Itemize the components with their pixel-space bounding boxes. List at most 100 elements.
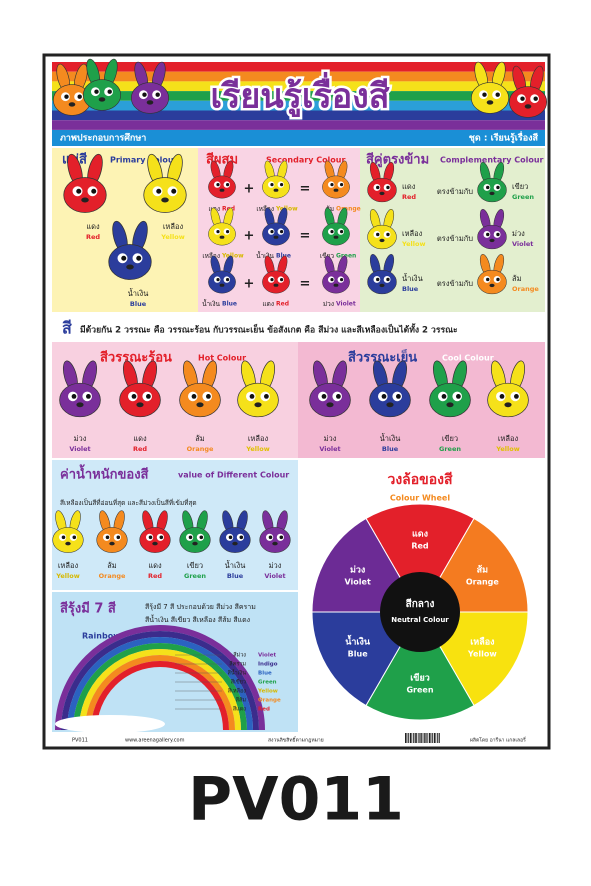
rabbit-pupil [386, 185, 390, 190]
barcode-bar [424, 733, 426, 743]
header-subtitle: ชุด : เรียนรู้เรื่องสี [469, 131, 539, 144]
equals-sign: = [300, 277, 311, 292]
label-en: Yellow [257, 689, 278, 695]
rabbit-pupil [76, 188, 82, 194]
rabbit-head [367, 224, 397, 250]
rabbit-head [470, 82, 510, 114]
rabbit-head [237, 382, 279, 418]
header-rainbow [52, 62, 545, 130]
rabbit [130, 61, 170, 114]
rabbit [96, 510, 128, 553]
label: เหลือง [163, 222, 184, 231]
rabbit-head [322, 222, 350, 246]
label-en: Violet [512, 240, 533, 248]
rabbit-pupil [146, 394, 151, 399]
barcode-bar [435, 733, 437, 743]
rabbit-head [262, 222, 290, 246]
label: ส้ม [107, 561, 117, 570]
rabbit [322, 160, 350, 199]
equals-sign: = [300, 229, 311, 244]
rabbit-pupil [226, 278, 230, 282]
wheel-label-en: Red [411, 542, 429, 551]
label: สีแดง [232, 706, 246, 713]
label: แดง [133, 434, 147, 443]
rabbit [487, 360, 529, 418]
rabbit-head [143, 177, 187, 213]
rainbow-band [61, 631, 259, 731]
label-en: Orange [99, 572, 126, 580]
rabbit-head [477, 177, 507, 203]
rabbit-nose [109, 541, 115, 546]
rabbit [208, 160, 236, 199]
rabbit-nose [65, 541, 71, 546]
rabbit-pupil [216, 278, 220, 282]
rabbit-pupil [386, 232, 390, 237]
rainbow-label: Rainbow [82, 632, 121, 641]
label-en: Yellow [55, 572, 79, 580]
rainbow-band [73, 643, 247, 731]
label: ส้ม [195, 434, 205, 443]
rabbit-nose [161, 197, 169, 203]
rainbow-band [91, 661, 229, 731]
label-en: Blue [130, 300, 147, 308]
label: แดง [148, 561, 162, 570]
rabbit [369, 360, 411, 418]
wheel-label: ม่วง [350, 565, 365, 576]
rabbit-pupil [330, 183, 334, 187]
rabbit [322, 207, 350, 246]
rabbit-nose [98, 97, 106, 102]
label: เขียว [187, 561, 203, 570]
subtitle-bar [52, 130, 545, 146]
barcode-bar [422, 733, 424, 743]
rabbit [52, 510, 84, 553]
rabbit-nose [219, 283, 225, 287]
rabbit-pupil [116, 535, 121, 540]
rabbit-pupil [148, 535, 153, 540]
rainbow-description: สีรุ้งมี 7 สี ประกอบด้วย สีม่วง สีคราม [145, 603, 256, 611]
rabbit-head [139, 527, 171, 553]
rabbit [143, 153, 187, 213]
header-title: เรียนรู้เรื่องสี [211, 72, 390, 118]
rabbit [139, 510, 171, 553]
label: ม่วง [512, 229, 525, 238]
label-en: Blue [382, 445, 399, 453]
rabbit-pupil [340, 183, 344, 187]
rabbit-pupil [105, 535, 110, 540]
rabbit-head [208, 270, 236, 294]
connector: ตรงข้ามกับ [437, 234, 473, 243]
connector: ตรงข้ามกับ [437, 187, 473, 196]
label-en: Violet [258, 653, 276, 659]
rabbit-nose [379, 238, 385, 243]
rabbit [52, 63, 92, 116]
rabbit-nose [152, 541, 158, 546]
label-en: Green [336, 253, 356, 260]
rabbit-nose [219, 235, 225, 239]
rabbit-nose [126, 264, 134, 270]
rabbit-nose [333, 235, 339, 239]
rainbow-band [55, 625, 265, 731]
rabbit-nose [272, 541, 278, 546]
rabbit-pupil [86, 394, 91, 399]
label-en: Blue [222, 301, 237, 308]
rabbit-pupil [456, 394, 461, 399]
wheel-title: วงล้อของสี [387, 472, 452, 488]
rabbit-pupil [268, 535, 273, 540]
rabbit-nose [146, 100, 154, 105]
barcode-bar [419, 733, 421, 743]
label: แดง [262, 300, 274, 308]
label-en: Yellow [160, 233, 184, 241]
rabbit [262, 207, 290, 246]
rabbit-pupil [159, 535, 164, 540]
label-en: Blue [227, 572, 244, 580]
rabbit [322, 255, 350, 294]
rabbit-head [322, 175, 350, 199]
rabbit-pupil [486, 232, 490, 237]
barcode-bar [408, 733, 409, 743]
rabbit-nose [486, 100, 494, 105]
section-subtitle: Cool Colour [442, 354, 494, 363]
rabbit-head [219, 527, 251, 553]
section-subtitle: Secondary Colour [266, 156, 345, 165]
rabbit-head [208, 222, 236, 246]
rabbit-nose [68, 102, 76, 107]
rabbit-pupil [280, 230, 284, 234]
